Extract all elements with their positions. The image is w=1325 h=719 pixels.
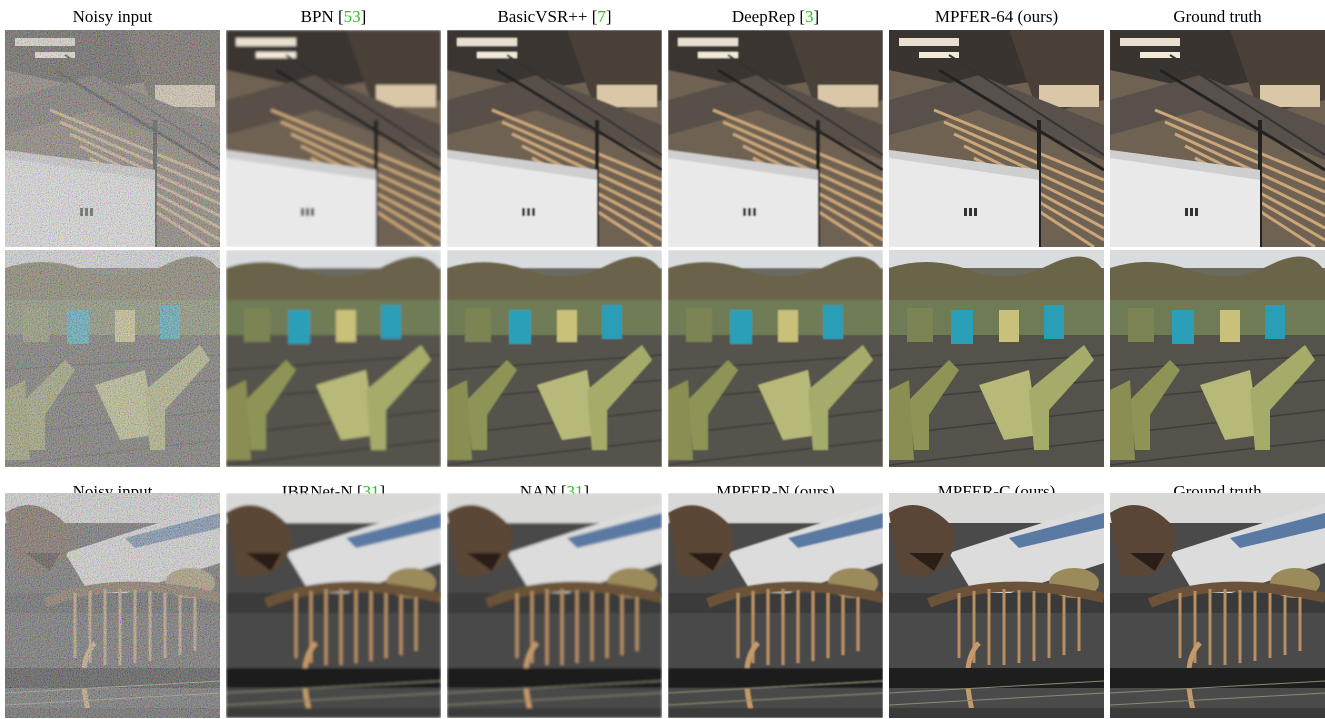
image-staircase-mpfer-64 bbox=[889, 30, 1104, 247]
header-bpn: BPN [53] bbox=[300, 7, 367, 26]
image-chairs-noisy bbox=[5, 250, 220, 467]
image-trex-mpfer-c bbox=[889, 493, 1104, 718]
image-chairs-deeprep bbox=[668, 250, 883, 467]
citation-link[interactable]: 7 bbox=[597, 7, 606, 26]
citation-link[interactable]: 53 bbox=[343, 7, 361, 26]
image-staircase-deeprep bbox=[668, 30, 883, 247]
image-staircase-noisy bbox=[5, 30, 220, 247]
image-chairs-basicvsr bbox=[447, 250, 662, 467]
image-chairs-mpfer-64 bbox=[889, 250, 1104, 467]
image-trex-noisy bbox=[5, 493, 220, 718]
image-trex-nan bbox=[447, 493, 662, 718]
image-staircase-bpn bbox=[226, 30, 441, 247]
header-mpfer-64: MPFER-64 (ours) bbox=[934, 7, 1059, 26]
citation-link[interactable]: 3 bbox=[805, 7, 814, 26]
image-trex-ground-truth bbox=[1110, 493, 1325, 718]
image-chairs-ground-truth bbox=[1110, 250, 1325, 467]
header-deeprep: DeepRep [3] bbox=[731, 7, 820, 26]
image-staircase-ground-truth bbox=[1110, 30, 1325, 247]
image-staircase-basicvsr bbox=[447, 30, 662, 247]
header-basicvsr: BasicVSR++ [7] bbox=[497, 7, 612, 26]
image-trex-ibrnet-n bbox=[226, 493, 441, 718]
header-noisy-input: Noisy input bbox=[72, 7, 153, 26]
header-ground-truth: Ground truth bbox=[1173, 7, 1262, 26]
image-trex-mpfer-n bbox=[668, 493, 883, 718]
image-chairs-bpn bbox=[226, 250, 441, 467]
